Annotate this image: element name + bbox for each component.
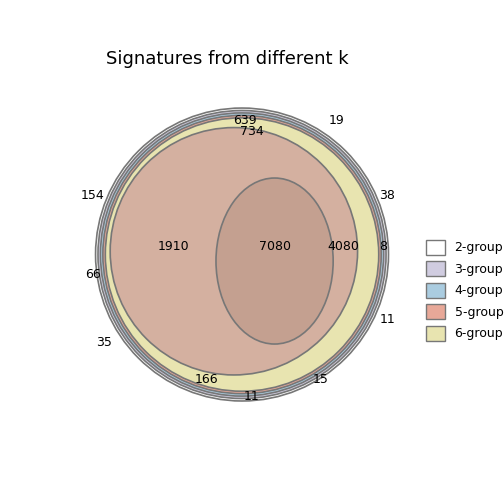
Circle shape bbox=[103, 115, 381, 394]
Text: 35: 35 bbox=[96, 336, 112, 349]
Text: 639: 639 bbox=[233, 114, 257, 127]
Text: 38: 38 bbox=[380, 190, 396, 203]
Text: 154: 154 bbox=[81, 190, 104, 203]
Circle shape bbox=[110, 128, 357, 375]
Circle shape bbox=[105, 118, 379, 391]
Text: 8: 8 bbox=[380, 240, 388, 253]
Circle shape bbox=[96, 108, 389, 401]
Text: 15: 15 bbox=[312, 373, 328, 387]
Text: 66: 66 bbox=[85, 268, 100, 281]
Text: 11: 11 bbox=[380, 313, 395, 326]
Text: 734: 734 bbox=[240, 125, 264, 138]
Text: 1910: 1910 bbox=[158, 240, 190, 253]
Text: 166: 166 bbox=[195, 373, 218, 387]
Legend: 2-group, 3-group, 4-group, 5-group, 6-group: 2-group, 3-group, 4-group, 5-group, 6-gr… bbox=[421, 235, 504, 346]
Text: 7080: 7080 bbox=[259, 240, 291, 253]
Ellipse shape bbox=[216, 178, 333, 344]
Circle shape bbox=[98, 110, 386, 399]
Circle shape bbox=[100, 113, 384, 396]
Text: 11: 11 bbox=[244, 390, 260, 403]
Text: 4080: 4080 bbox=[327, 240, 359, 253]
Title: Signatures from different k: Signatures from different k bbox=[106, 50, 348, 69]
Text: 19: 19 bbox=[329, 114, 344, 127]
